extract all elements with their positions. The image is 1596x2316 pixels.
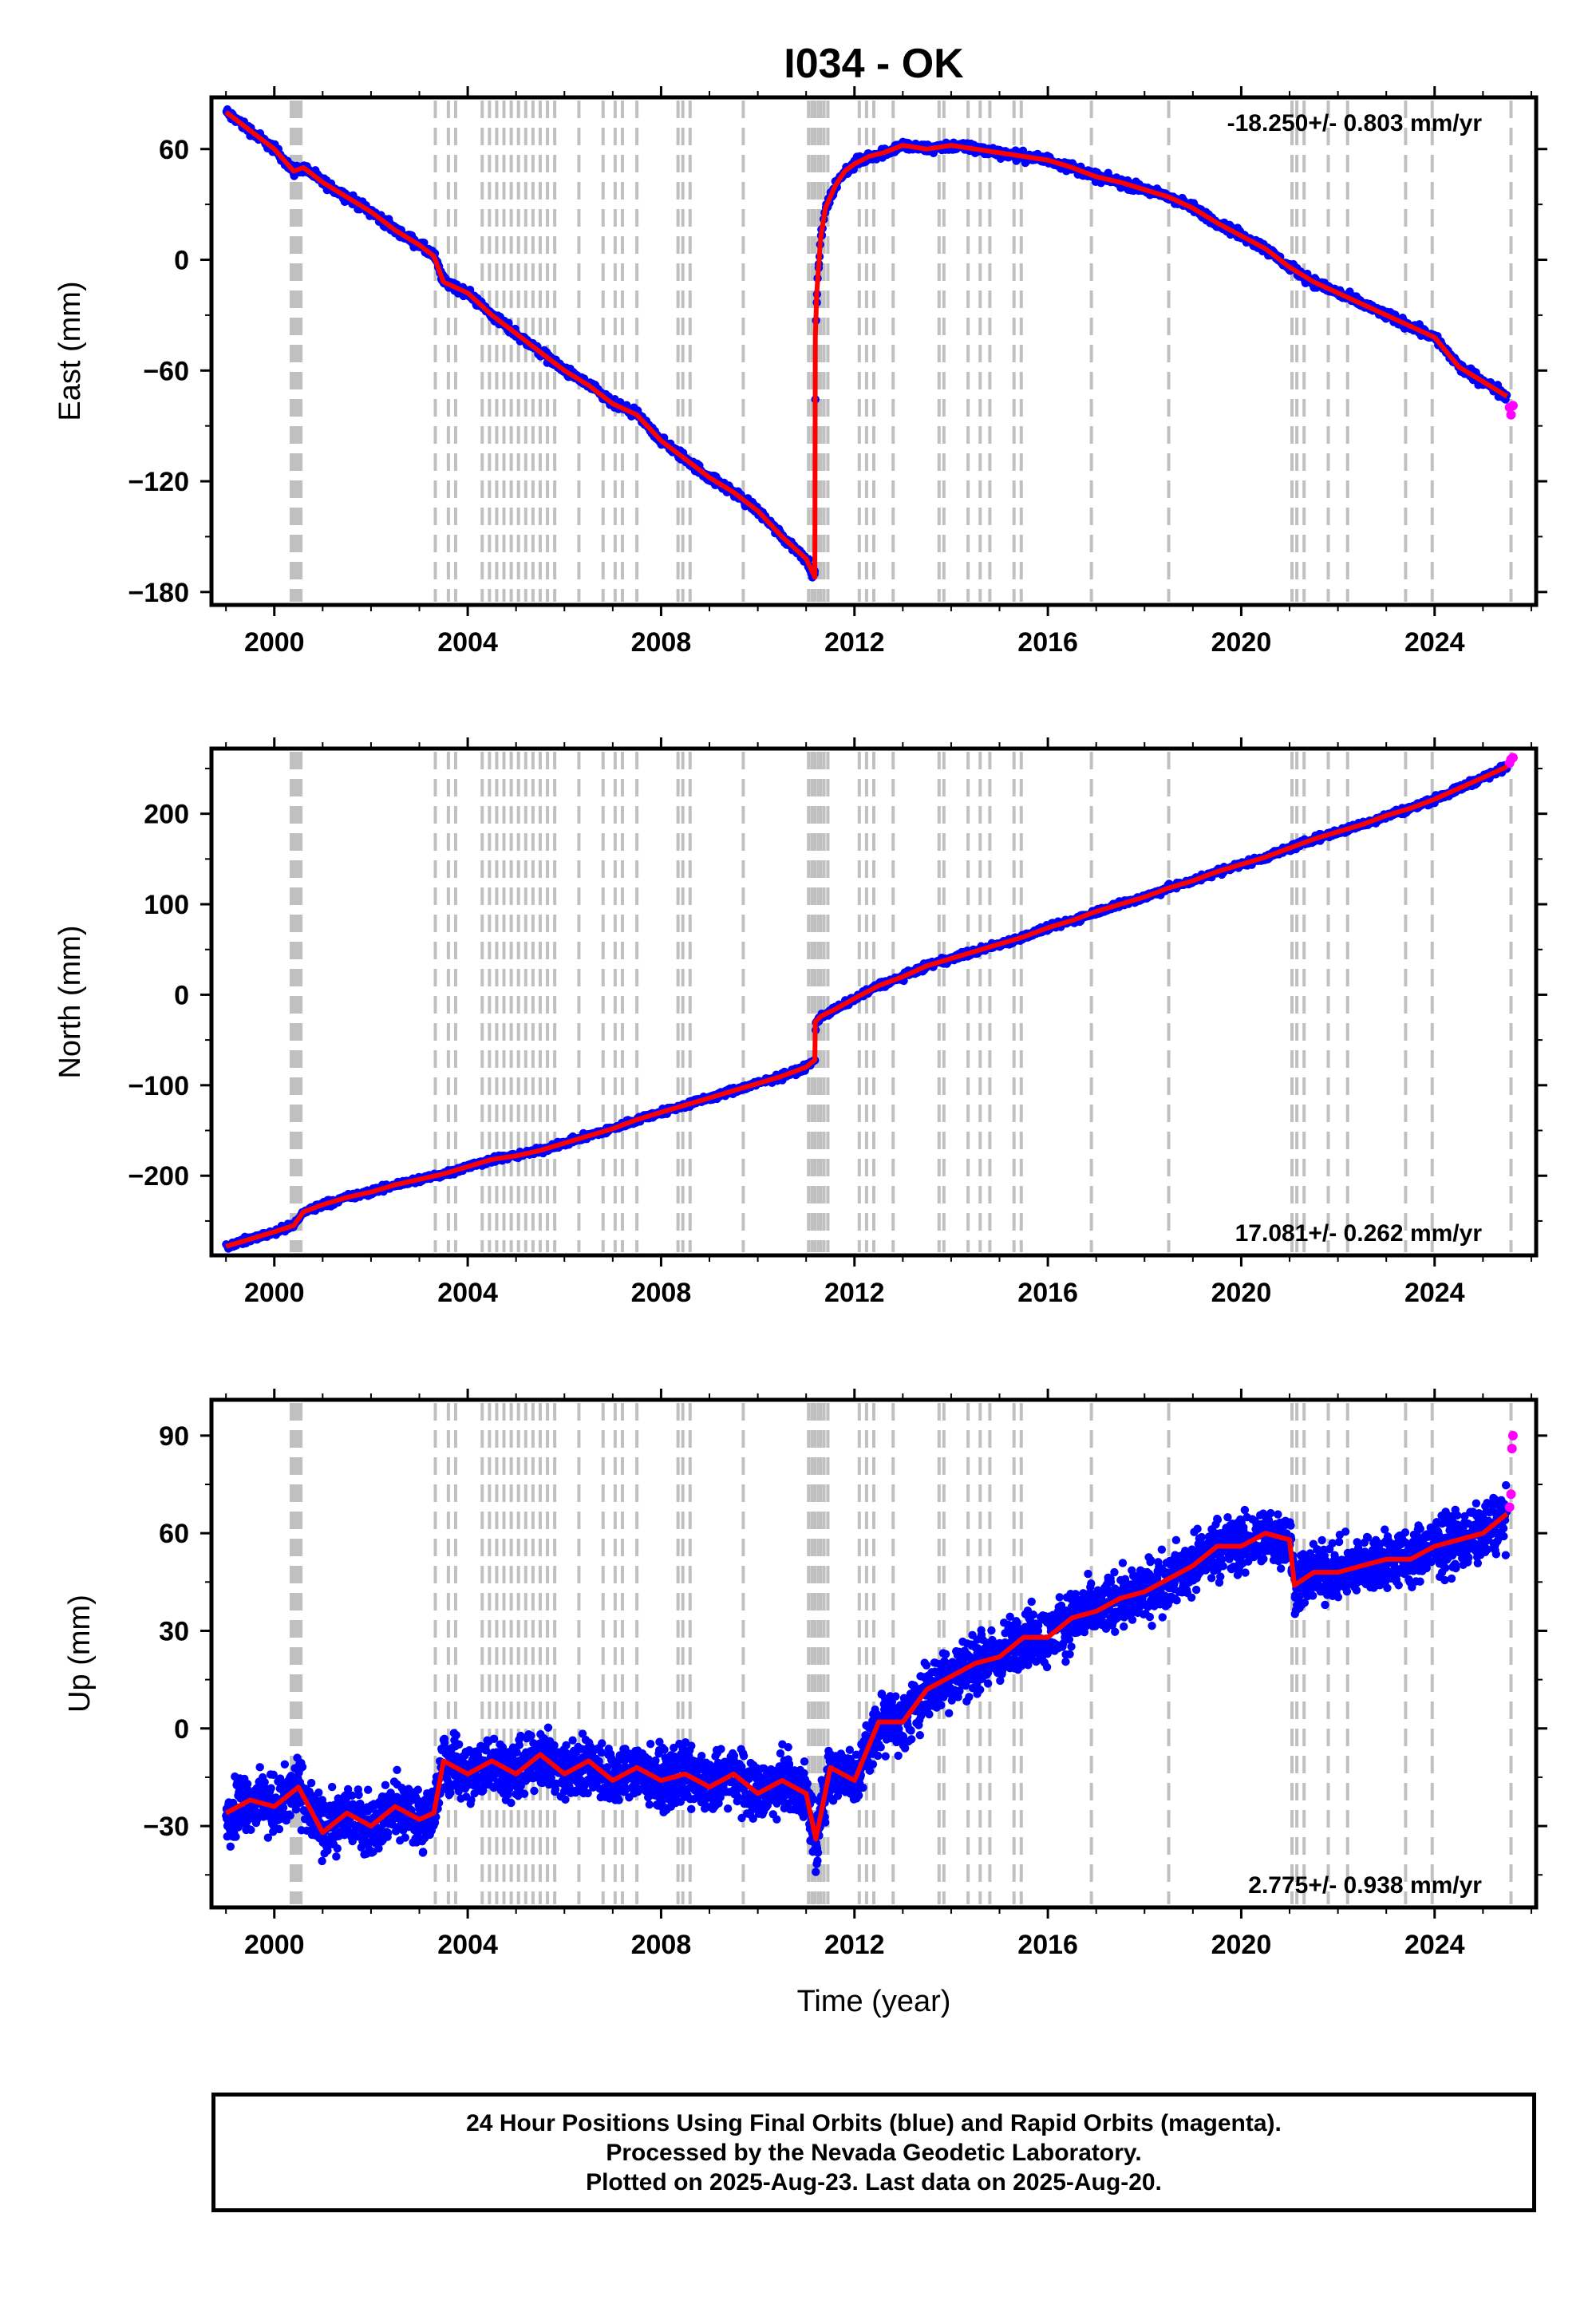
final-orbit-point	[247, 1825, 255, 1835]
y-axis-label: East (mm)	[53, 281, 87, 421]
y-tick-label: −100	[128, 1071, 189, 1101]
rapid-orbit-point	[1507, 401, 1518, 411]
final-orbit-point	[255, 1763, 264, 1772]
final-orbit-point	[318, 1856, 326, 1866]
event-lines	[289, 101, 1513, 602]
final-orbit-point	[314, 1788, 323, 1797]
chart-title: I034 - OK	[784, 41, 964, 87]
y-tick-label: −180	[128, 578, 189, 608]
final-orbit-point	[279, 1803, 288, 1812]
x-tick-label: 2024	[1404, 627, 1465, 658]
final-orbit-point	[323, 1846, 332, 1856]
y-tick-label: 0	[174, 246, 189, 276]
final-orbit-point	[332, 1852, 341, 1861]
y-tick-label: 100	[144, 890, 189, 920]
x-tick-label: 2024	[1404, 1278, 1465, 1308]
final-orbit-point	[269, 1770, 278, 1779]
y-axis-label: North (mm)	[53, 925, 87, 1078]
x-tick-label: 2008	[631, 1278, 692, 1308]
data-points	[222, 105, 1518, 582]
y-tick-label: −60	[143, 356, 189, 386]
panel-east: 60 0 −60 −120 −180 2000 2004 2008 2012 2016 2020 20…	[53, 86, 1547, 658]
final-orbit-point	[267, 1784, 275, 1792]
y-tick-label: 60	[159, 135, 189, 165]
rapid-orbit-point	[1506, 409, 1516, 420]
rapid-orbit-point	[1507, 753, 1518, 763]
x-tick-label: 2012	[824, 627, 885, 658]
y-tick-label: −200	[128, 1161, 189, 1192]
final-orbit-point	[226, 1842, 235, 1852]
final-orbit-point	[231, 1832, 240, 1841]
model-line	[225, 764, 1508, 1249]
final-orbit-point	[280, 1760, 290, 1769]
final-orbit-point	[327, 1782, 337, 1792]
x-tick-label: 2016	[1017, 627, 1078, 658]
y-tick-label: 200	[144, 800, 189, 830]
y-tick-label: −120	[128, 467, 189, 497]
final-orbit-point	[275, 1824, 284, 1834]
final-orbit-point	[260, 1777, 269, 1787]
rate-annotation: 17.081+/- 0.262 mm/yr	[1235, 1220, 1483, 1247]
data-points	[222, 1430, 1518, 1876]
x-tick-label: 2012	[824, 1278, 885, 1308]
final-orbit-point	[286, 1811, 294, 1820]
event-lines	[289, 1403, 1513, 1904]
event-lines	[289, 752, 1513, 1252]
plot-frame	[209, 95, 1539, 607]
final-orbit-point	[333, 1844, 342, 1853]
rate-annotation: -18.250+/- 0.803 mm/yr	[1227, 110, 1483, 136]
final-orbit-point	[263, 1833, 273, 1842]
x-tick-label: 2020	[1211, 627, 1272, 658]
x-tick-label: 2000	[244, 627, 305, 658]
final-orbit-point	[298, 1762, 307, 1772]
model-line	[224, 110, 1509, 580]
x-tick-label: 2016	[1017, 1278, 1078, 1308]
final-orbit-point	[291, 1805, 301, 1814]
x-tick-label: 2004	[437, 627, 498, 658]
final-orbit-point	[306, 1778, 316, 1788]
panel-north: 200 100 0 −100 −200 2000 2004 2008 2012 2016 2020 2…	[53, 737, 1547, 1308]
y-tick-label: 0	[174, 980, 189, 1010]
plot-frame	[209, 746, 1539, 1258]
x-tick-label: 2020	[1211, 1278, 1272, 1308]
x-tick-label: 2008	[631, 627, 692, 658]
x-tick-label: 2000	[244, 1278, 305, 1308]
x-tick-label: 2004	[437, 1278, 498, 1308]
